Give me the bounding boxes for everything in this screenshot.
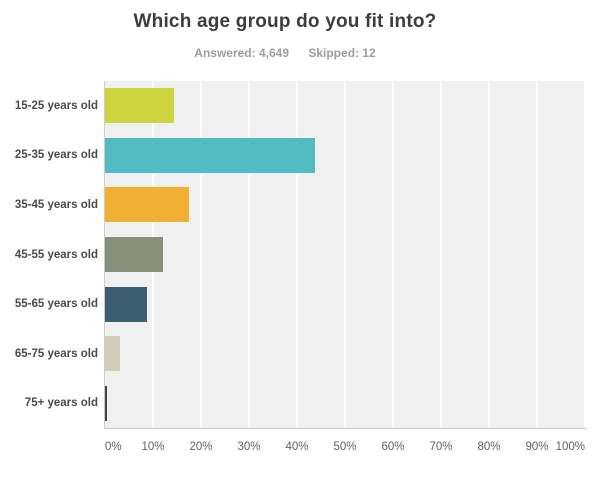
plot-area — [105, 81, 586, 428]
category-label: 45-55 years old — [14, 248, 98, 261]
x-tick-label: 60% — [381, 441, 405, 453]
bar — [105, 137, 316, 173]
gridline — [248, 81, 250, 428]
bar-row — [105, 131, 585, 181]
gridline — [440, 81, 442, 428]
x-tick-label: 30% — [237, 441, 261, 453]
x-tick-label: 100% — [555, 441, 585, 453]
category-label: 75+ years old — [24, 397, 98, 410]
bar — [105, 385, 108, 421]
bar-row — [105, 230, 585, 280]
gridline — [200, 81, 202, 428]
gridline — [344, 81, 346, 428]
skipped-count: Skipped: 12 — [308, 46, 376, 60]
gridline — [488, 81, 490, 428]
bar-row — [105, 329, 585, 379]
x-tick-label: 70% — [429, 441, 453, 453]
category-label: 25-35 years old — [14, 149, 98, 162]
x-tick-label: 20% — [189, 441, 213, 453]
bar-row — [105, 81, 585, 131]
chart-subtitle: Answered: 4,649 Skipped: 12 — [0, 46, 570, 60]
x-tick-label: 80% — [477, 441, 501, 453]
gridline — [536, 81, 538, 428]
bar — [105, 187, 189, 223]
x-axis-line — [104, 428, 587, 429]
category-label: 15-25 years old — [14, 99, 98, 112]
answered-count: Answered: 4,649 — [194, 46, 289, 60]
gridline — [584, 81, 586, 428]
bar — [105, 237, 164, 273]
bar-row — [105, 378, 585, 428]
gridline — [296, 81, 298, 428]
y-axis-line — [104, 81, 105, 429]
bars-layer — [105, 81, 585, 428]
gridline — [392, 81, 394, 428]
category-label: 55-65 years old — [14, 298, 98, 311]
bar — [105, 286, 147, 322]
bar-row — [105, 279, 585, 329]
x-tick-label: 10% — [141, 441, 165, 453]
x-tick-label: 0% — [105, 441, 122, 453]
category-label: 65-75 years old — [14, 347, 98, 360]
bar — [105, 336, 121, 372]
x-tick-label: 50% — [333, 441, 357, 453]
chart-title: Which age group do you fit into? — [133, 11, 437, 32]
bar-row — [105, 180, 585, 230]
category-label: 35-45 years old — [14, 198, 98, 211]
x-tick-label: 40% — [285, 441, 309, 453]
category-labels: 15-25 years old 25-35 years old 35-45 year… — [0, 81, 100, 428]
bar — [105, 88, 175, 124]
x-tick-label: 90% — [525, 441, 549, 453]
